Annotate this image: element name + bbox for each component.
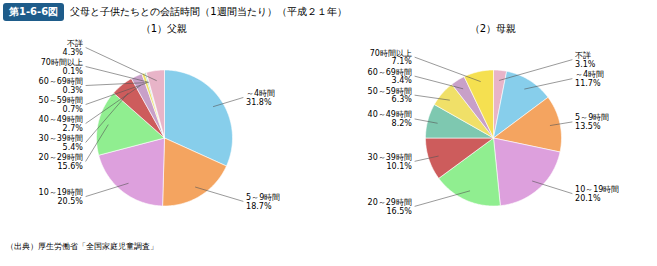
svg-text:20～29時間15.6%: 20～29時間15.6% [39, 153, 84, 171]
html-text:第1-6-6図: 第1-6-6図 [9, 6, 59, 17]
svg-text:30～39時間10.1%: 30～39時間10.1% [368, 153, 413, 171]
html-text:（2）母親: （2）母親 [469, 23, 517, 34]
html-text:父母と子供たちとの会話時間（1週間当たり）（平成２１年）: 父母と子供たちとの会話時間（1週間当たり）（平成２１年） [70, 6, 347, 17]
svg-text:5～9時間18.7%: 5～9時間18.7% [246, 193, 280, 211]
svg-text:50～59時間0.7%: 50～59時間0.7% [39, 96, 84, 114]
svg-text:10～19時間20.5%: 10～19時間20.5% [39, 188, 84, 206]
svg-text:～4時間31.8%: ～4時間31.8% [246, 89, 275, 107]
html-text:（1）父親: （1）父親 [140, 23, 188, 34]
svg-text:40～49時間2.7%: 40～49時間2.7% [39, 115, 84, 133]
svg-text:20～29時間16.5%: 20～29時間16.5% [368, 198, 413, 216]
svg-text:70時間以上7.1%: 70時間以上7.1% [370, 49, 413, 67]
svg-text:50～59時間6.3%: 50～59時間6.3% [368, 87, 413, 105]
svg-text:5～9時間13.5%: 5～9時間13.5% [575, 113, 609, 131]
svg-text:～4時間11.7%: ～4時間11.7% [575, 70, 604, 88]
svg-text:不詳4.3%: 不詳4.3% [63, 39, 84, 57]
svg-text:70時間以上0.1%: 70時間以上0.1% [41, 58, 84, 76]
svg-text:30～39時間5.4%: 30～39時間5.4% [39, 134, 84, 152]
html-text:（出典）厚生労働省「全国家庭児童調査」: （出典）厚生労働省「全国家庭児童調査」 [6, 242, 158, 251]
svg-text:不詳3.1%: 不詳3.1% [575, 51, 596, 69]
svg-text:60～69時間3.4%: 60～69時間3.4% [368, 68, 413, 86]
svg-text:40～49時間8.2%: 40～49時間8.2% [368, 110, 413, 128]
svg-text:10～19時間20.1%: 10～19時間20.1% [575, 185, 619, 203]
svg-text:60～69時間0.3%: 60～69時間0.3% [39, 77, 84, 95]
